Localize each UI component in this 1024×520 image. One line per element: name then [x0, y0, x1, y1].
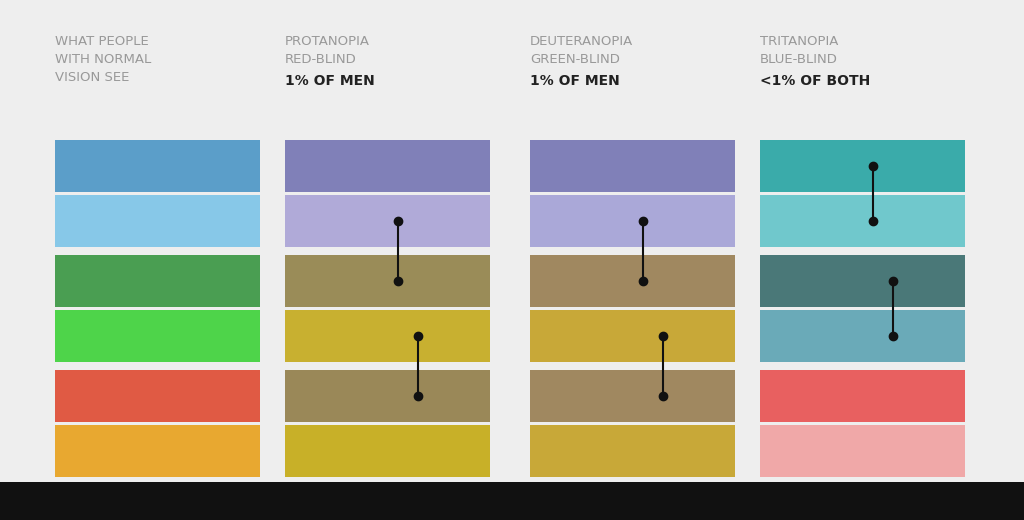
Text: <1% OF BOTH: <1% OF BOTH — [760, 74, 870, 88]
Text: TRITANOPIA: TRITANOPIA — [760, 35, 839, 48]
Bar — [285, 370, 490, 422]
Bar — [285, 425, 490, 477]
Bar — [285, 310, 490, 362]
Text: BLUE-BLIND: BLUE-BLIND — [760, 53, 838, 66]
Text: WHAT PEOPLE: WHAT PEOPLE — [55, 35, 148, 48]
Bar — [530, 425, 735, 477]
Bar — [285, 255, 490, 307]
Text: VISION SEE: VISION SEE — [55, 71, 129, 84]
Bar — [530, 255, 735, 307]
Bar — [285, 195, 490, 247]
Bar — [760, 140, 965, 192]
Bar — [285, 140, 490, 192]
Text: 1% OF MEN: 1% OF MEN — [285, 74, 375, 88]
Bar — [760, 195, 965, 247]
Bar — [55, 310, 260, 362]
Bar — [55, 425, 260, 477]
Text: WITH NORMAL: WITH NORMAL — [55, 53, 152, 66]
Bar — [0, 482, 1024, 520]
Bar — [530, 195, 735, 247]
Bar — [760, 255, 965, 307]
Text: GREEN-BLIND: GREEN-BLIND — [530, 53, 620, 66]
Bar — [760, 425, 965, 477]
Text: 1% OF MEN: 1% OF MEN — [530, 74, 620, 88]
Bar — [55, 370, 260, 422]
Text: PROTANOPIA: PROTANOPIA — [285, 35, 370, 48]
Bar — [760, 370, 965, 422]
Text: DEUTERANOPIA: DEUTERANOPIA — [530, 35, 633, 48]
Bar — [55, 140, 260, 192]
Bar — [760, 310, 965, 362]
Bar — [55, 255, 260, 307]
Bar — [55, 195, 260, 247]
Text: RED-BLIND: RED-BLIND — [285, 53, 356, 66]
Bar — [530, 370, 735, 422]
Bar — [530, 310, 735, 362]
Bar — [530, 140, 735, 192]
